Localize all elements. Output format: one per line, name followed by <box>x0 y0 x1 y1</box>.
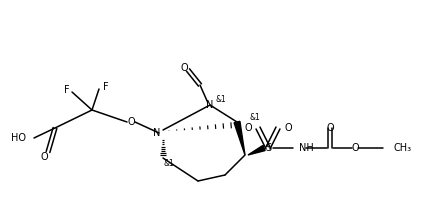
Polygon shape <box>248 145 265 155</box>
Text: O: O <box>284 123 292 133</box>
Text: &1: &1 <box>215 96 226 104</box>
Text: O: O <box>244 123 252 133</box>
Text: O: O <box>351 143 359 153</box>
Text: N: N <box>152 128 160 138</box>
Text: &1: &1 <box>163 158 174 167</box>
Text: O: O <box>326 123 334 133</box>
Text: N: N <box>207 100 214 110</box>
Text: O: O <box>127 117 135 127</box>
Text: CH₃: CH₃ <box>393 143 411 153</box>
Text: O: O <box>40 152 48 162</box>
Text: &1: &1 <box>249 113 260 122</box>
Text: HO: HO <box>11 133 26 143</box>
Text: NH: NH <box>299 143 314 153</box>
Text: F: F <box>103 82 109 92</box>
Text: O: O <box>180 63 188 73</box>
Text: F: F <box>64 85 70 95</box>
Text: S: S <box>265 143 271 153</box>
Polygon shape <box>234 121 245 155</box>
